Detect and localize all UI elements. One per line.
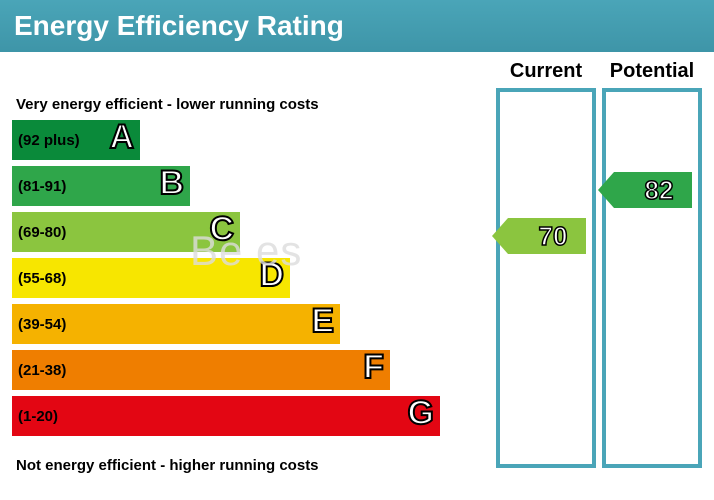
band-a: (92 plus) A bbox=[12, 120, 140, 160]
band-letter: E bbox=[311, 302, 334, 341]
band-b: (81-91) B bbox=[12, 166, 190, 206]
band-e: (39-54) E bbox=[12, 304, 340, 344]
current-rating-pointer: 70 bbox=[508, 218, 586, 254]
band-letter: C bbox=[209, 210, 234, 249]
band-c: (69-80) C bbox=[12, 212, 240, 252]
band-range: (81-91) bbox=[12, 178, 66, 195]
band-g: (1-20) G bbox=[12, 396, 440, 436]
page-title: Energy Efficiency Rating bbox=[0, 0, 714, 52]
band-letter: B bbox=[159, 164, 184, 203]
band-range: (55-68) bbox=[12, 270, 66, 287]
band-range: (21-38) bbox=[12, 362, 66, 379]
current-column: 70 bbox=[496, 88, 596, 468]
band-range: (1-20) bbox=[12, 408, 58, 425]
band-range: (39-54) bbox=[12, 316, 66, 333]
col-head-potential: Potential bbox=[602, 60, 702, 83]
epc-chart: Very energy efficient - lower running co… bbox=[0, 52, 714, 492]
caption-efficient: Very energy efficient - lower running co… bbox=[16, 96, 319, 113]
band-letter: G bbox=[408, 394, 434, 433]
rating-columns: 70 82 bbox=[496, 88, 702, 468]
band-range: (92 plus) bbox=[12, 132, 80, 149]
band-range: (69-80) bbox=[12, 224, 66, 241]
potential-column: 82 bbox=[602, 88, 702, 468]
band-letter: D bbox=[259, 256, 284, 295]
band-d: (55-68) D bbox=[12, 258, 290, 298]
caption-inefficient: Not energy efficient - higher running co… bbox=[16, 457, 319, 474]
col-head-current: Current bbox=[496, 60, 596, 83]
band-f: (21-38) F bbox=[12, 350, 390, 390]
column-headers: Current Potential bbox=[496, 60, 702, 83]
band-letter: A bbox=[109, 118, 134, 157]
potential-rating-pointer: 82 bbox=[614, 172, 692, 208]
rating-bands: (92 plus) A (81-91) B (69-80) C (55-68) D (39-54… bbox=[12, 120, 440, 442]
band-letter: F bbox=[363, 348, 384, 387]
